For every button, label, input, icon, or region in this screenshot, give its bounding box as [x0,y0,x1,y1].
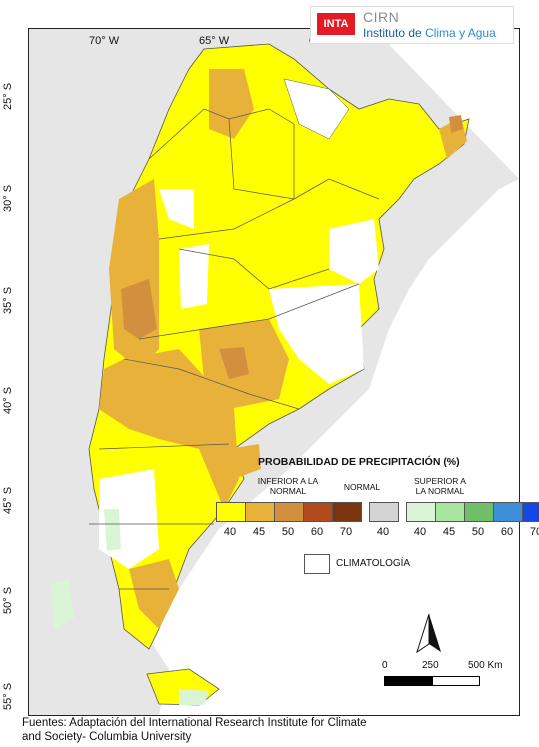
zone-50-ne [449,115,463,133]
scale-500: 500 Km [468,660,503,671]
legend-swatch [522,502,539,522]
lat-label: 45° S [2,486,14,514]
legend-above-label: SUPERIOR A LA NORMAL [414,476,466,496]
legend-value: 60 [310,526,324,538]
legend-value: 50 [471,526,485,538]
zone-45-north [209,69,254,139]
institute-name: Instituto de Clima y Agua [363,26,496,40]
legend-value: 60 [500,526,514,538]
climatology-center-west [159,189,194,229]
scale-bar-black [384,676,434,686]
zone-50-andes [121,279,157,339]
legend-value: 50 [281,526,295,538]
scale-250: 250 [422,660,439,671]
legend-swatch [406,502,436,522]
lon-label: 65° W [199,35,230,47]
legend-swatch [464,502,494,522]
legend-title: PROBABILIDAD DE PRECIPITACIÓN (%) [258,456,460,468]
climatology-label: CLIMATOLOGÍA [336,558,411,569]
lat-label: 40° S [2,386,14,414]
climatology-pampa [269,284,364,384]
legend-value: 70 [339,526,353,538]
legend-swatch [369,502,399,522]
legend-value: 40 [376,526,390,538]
legend-normal-label: NORMAL [343,482,381,492]
province-boundaries [89,108,380,590]
climatology-swatch [304,554,330,574]
lat-label: 50° S [2,586,14,614]
legend-value: 45 [252,526,266,538]
inta-logo: INTA [317,13,355,35]
ocean [149,29,519,715]
legend-value: 40 [223,526,237,538]
legend-swatch [274,502,304,522]
legend-swatch [332,502,362,522]
legend-swatch [493,502,523,522]
logo-banner: INTA CIRN Instituto de Clima y Agua [310,6,514,44]
precipitation-map [51,29,519,715]
zone-45-south [99,349,239,509]
legend-below-label: INFERIOR A LA NORMAL [257,476,319,496]
legend-swatch [303,502,333,522]
source-note: Fuentes: Adaptación del International Re… [22,717,367,743]
legend-swatch [245,502,275,522]
zone-45-patagonia [129,559,179,629]
zone-above-40-south [51,579,74,629]
climatology-north [283,78,350,140]
legend-value: 45 [442,526,456,538]
cirn-logo: CIRN [363,9,400,25]
lat-label: 55° S [2,682,14,710]
lat-label: 25° S [2,82,14,110]
legend-swatch [435,502,465,522]
north-arrow-icon [416,613,441,654]
lat-label: 30° S [2,184,14,212]
climatology-east [329,219,379,284]
legend-value: 70 [529,526,539,538]
legend-swatch [216,502,246,522]
scale-0: 0 [382,660,388,671]
map-frame: 70° W 65° W 60° W 55° W [28,28,520,716]
lat-label: 35° S [2,286,14,314]
scale-bar-white [432,676,480,686]
zone-above-40-patagonia [104,509,121,551]
legend-value: 40 [413,526,427,538]
zone-45-west [109,179,159,369]
zone-45-east [229,444,261,477]
zone-above-40-fuego [179,689,209,705]
zone-50-center [219,347,249,379]
climatology-cuyo [179,244,209,309]
lon-label: 70° W [89,35,120,47]
